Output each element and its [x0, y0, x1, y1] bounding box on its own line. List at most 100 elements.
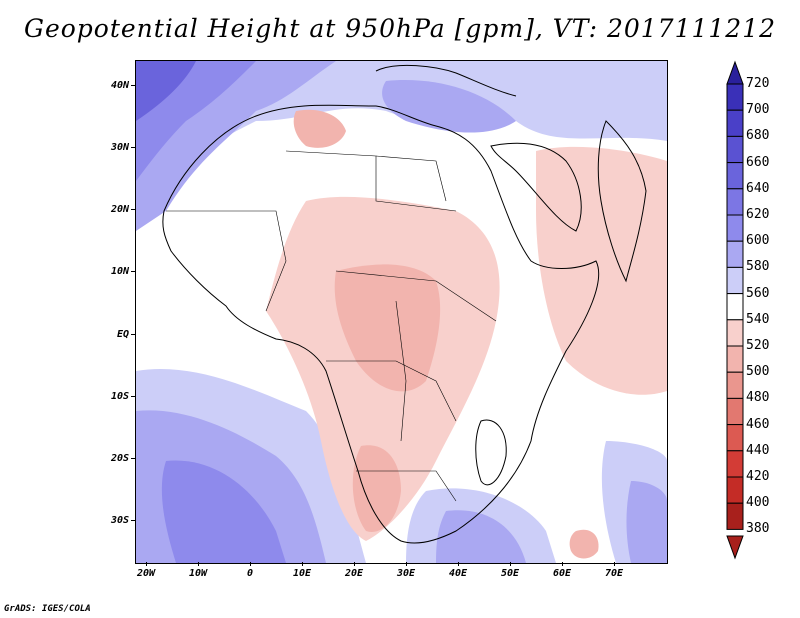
border-central: [335, 270, 497, 322]
lat-tick-20n: [131, 209, 135, 210]
colorbar-cell: [726, 240, 744, 268]
northwest-deep-core: [136, 61, 196, 121]
lon-label-10w: 10W: [188, 568, 208, 579]
madagascar-coastline: [475, 419, 507, 486]
lon-label-20e: 20E: [344, 568, 364, 579]
colorbar-cell: [726, 424, 744, 452]
lon-tick-40e: [458, 562, 459, 566]
colorbar-level-label: 720: [746, 76, 770, 91]
southern-africa-low: [352, 445, 401, 532]
lat-label-20s: 20S: [110, 453, 129, 464]
colorbar-level-label: 700: [746, 102, 770, 118]
colorbar-level-label: 580: [746, 259, 770, 275]
map-title: Geopotential Height at 950hPa [gpm], VT:…: [23, 14, 777, 43]
geopotential-field: [136, 61, 667, 563]
colorbar-cell: [726, 135, 744, 164]
lat-tick-30s: [131, 520, 135, 521]
colorbar-level-label: 500: [746, 364, 770, 380]
colorbar-cell: [726, 293, 744, 321]
lat-label-eq: EQ: [116, 329, 129, 340]
colorbar-level-label: 560: [746, 285, 770, 301]
lat-label-10s: 10S: [110, 391, 129, 402]
mediterranean-coast: [375, 64, 517, 97]
lon-tick-20w: [146, 562, 147, 566]
colorbar-top-arrow: [726, 60, 744, 85]
colorbar-cell: [726, 371, 744, 399]
border-sahel: [285, 150, 457, 212]
colorbar-level-label: 600: [746, 233, 770, 249]
colorbar-graphic: [726, 60, 744, 560]
colorbar-cell: [726, 109, 744, 137]
arabian-sea-low: [536, 146, 667, 395]
colorbar-level-label: 660: [746, 154, 770, 170]
colorbar-cell: [726, 214, 744, 242]
arabian-peninsula-coastline: [490, 142, 582, 232]
colorbar-cell: [726, 319, 744, 347]
colorbar-level-label: 420: [746, 469, 770, 484]
colorbar-cell: [726, 450, 744, 478]
colorbar-cell: [726, 266, 744, 295]
country-borders: [166, 150, 497, 502]
central-africa-low-core: [334, 264, 441, 392]
colorbar-bottom-arrow: [726, 535, 744, 560]
border-west-sahara: [166, 210, 287, 312]
colorbar-cell: [726, 476, 744, 504]
colorbar-cell: [726, 502, 744, 530]
lon-label-0: 0: [246, 568, 254, 579]
colorbar-level-label: 480: [746, 390, 770, 406]
south-atlantic-high-core: [161, 460, 286, 563]
lat-label-30n: 30N: [110, 142, 129, 153]
colorbar-level-label: 400: [746, 495, 770, 511]
coastlines: [162, 64, 647, 544]
lat-tick-30n: [131, 147, 135, 148]
lat-label-10n: 10N: [110, 266, 129, 277]
colorbar-level-label: 640: [746, 180, 770, 196]
border-libya-egypt: [375, 155, 447, 202]
india-coastline: [597, 120, 647, 283]
lon-label-60e: 60E: [552, 568, 572, 579]
lat-label-40n: 40N: [110, 80, 129, 91]
grads-credit: GrADS: IGES/COLA: [4, 604, 91, 614]
colorbar-level-label: 620: [746, 207, 770, 222]
lon-label-20w: 20W: [136, 568, 156, 579]
colorbar-cells: [726, 83, 744, 530]
lon-tick-70e: [614, 562, 615, 566]
colorbar-cell: [726, 162, 744, 190]
lon-tick-10w: [198, 562, 199, 566]
lat-label-20n: 20N: [110, 204, 129, 215]
lon-tick-20e: [354, 562, 355, 566]
lat-tick-20s: [131, 458, 135, 459]
colorbar-level-label: 440: [746, 442, 770, 458]
border-rift: [395, 300, 407, 442]
colorbar-cell: [726, 188, 744, 216]
africa-coastline: [162, 104, 600, 544]
colorbar-cell: [726, 345, 744, 373]
lon-label-40e: 40E: [448, 568, 468, 579]
colorbar-level-label: 540: [746, 311, 770, 327]
lon-label-30e: 30E: [396, 568, 416, 579]
colorbar-level-label: 380: [746, 521, 770, 537]
lat-label-30s: 30S: [110, 515, 129, 526]
lat-tick-eq: [131, 334, 135, 335]
lon-tick-10e: [302, 562, 303, 566]
colorbar-level-label: 520: [746, 338, 770, 353]
lon-tick-60e: [562, 562, 563, 566]
southeast-high: [626, 481, 667, 563]
colorbar-level-label: 680: [746, 128, 770, 144]
border-south-africa: [356, 470, 457, 502]
sahara-low: [293, 109, 346, 148]
colorbar-cell: [726, 83, 744, 111]
colorbar-cell: [726, 397, 744, 426]
lon-tick-30e: [406, 562, 407, 566]
border-southern: [326, 360, 457, 422]
lon-label-50e: 50E: [500, 568, 520, 579]
lat-tick-10s: [131, 396, 135, 397]
south-indian-high: [436, 510, 526, 563]
lon-tick-50e: [510, 562, 511, 566]
lon-label-70e: 70E: [604, 568, 624, 579]
lat-tick-40n: [131, 85, 135, 86]
lat-tick-10n: [131, 271, 135, 272]
lon-label-10e: 10E: [292, 568, 312, 579]
southern-ocean-low: [569, 529, 599, 559]
lon-tick-0: [250, 562, 251, 566]
